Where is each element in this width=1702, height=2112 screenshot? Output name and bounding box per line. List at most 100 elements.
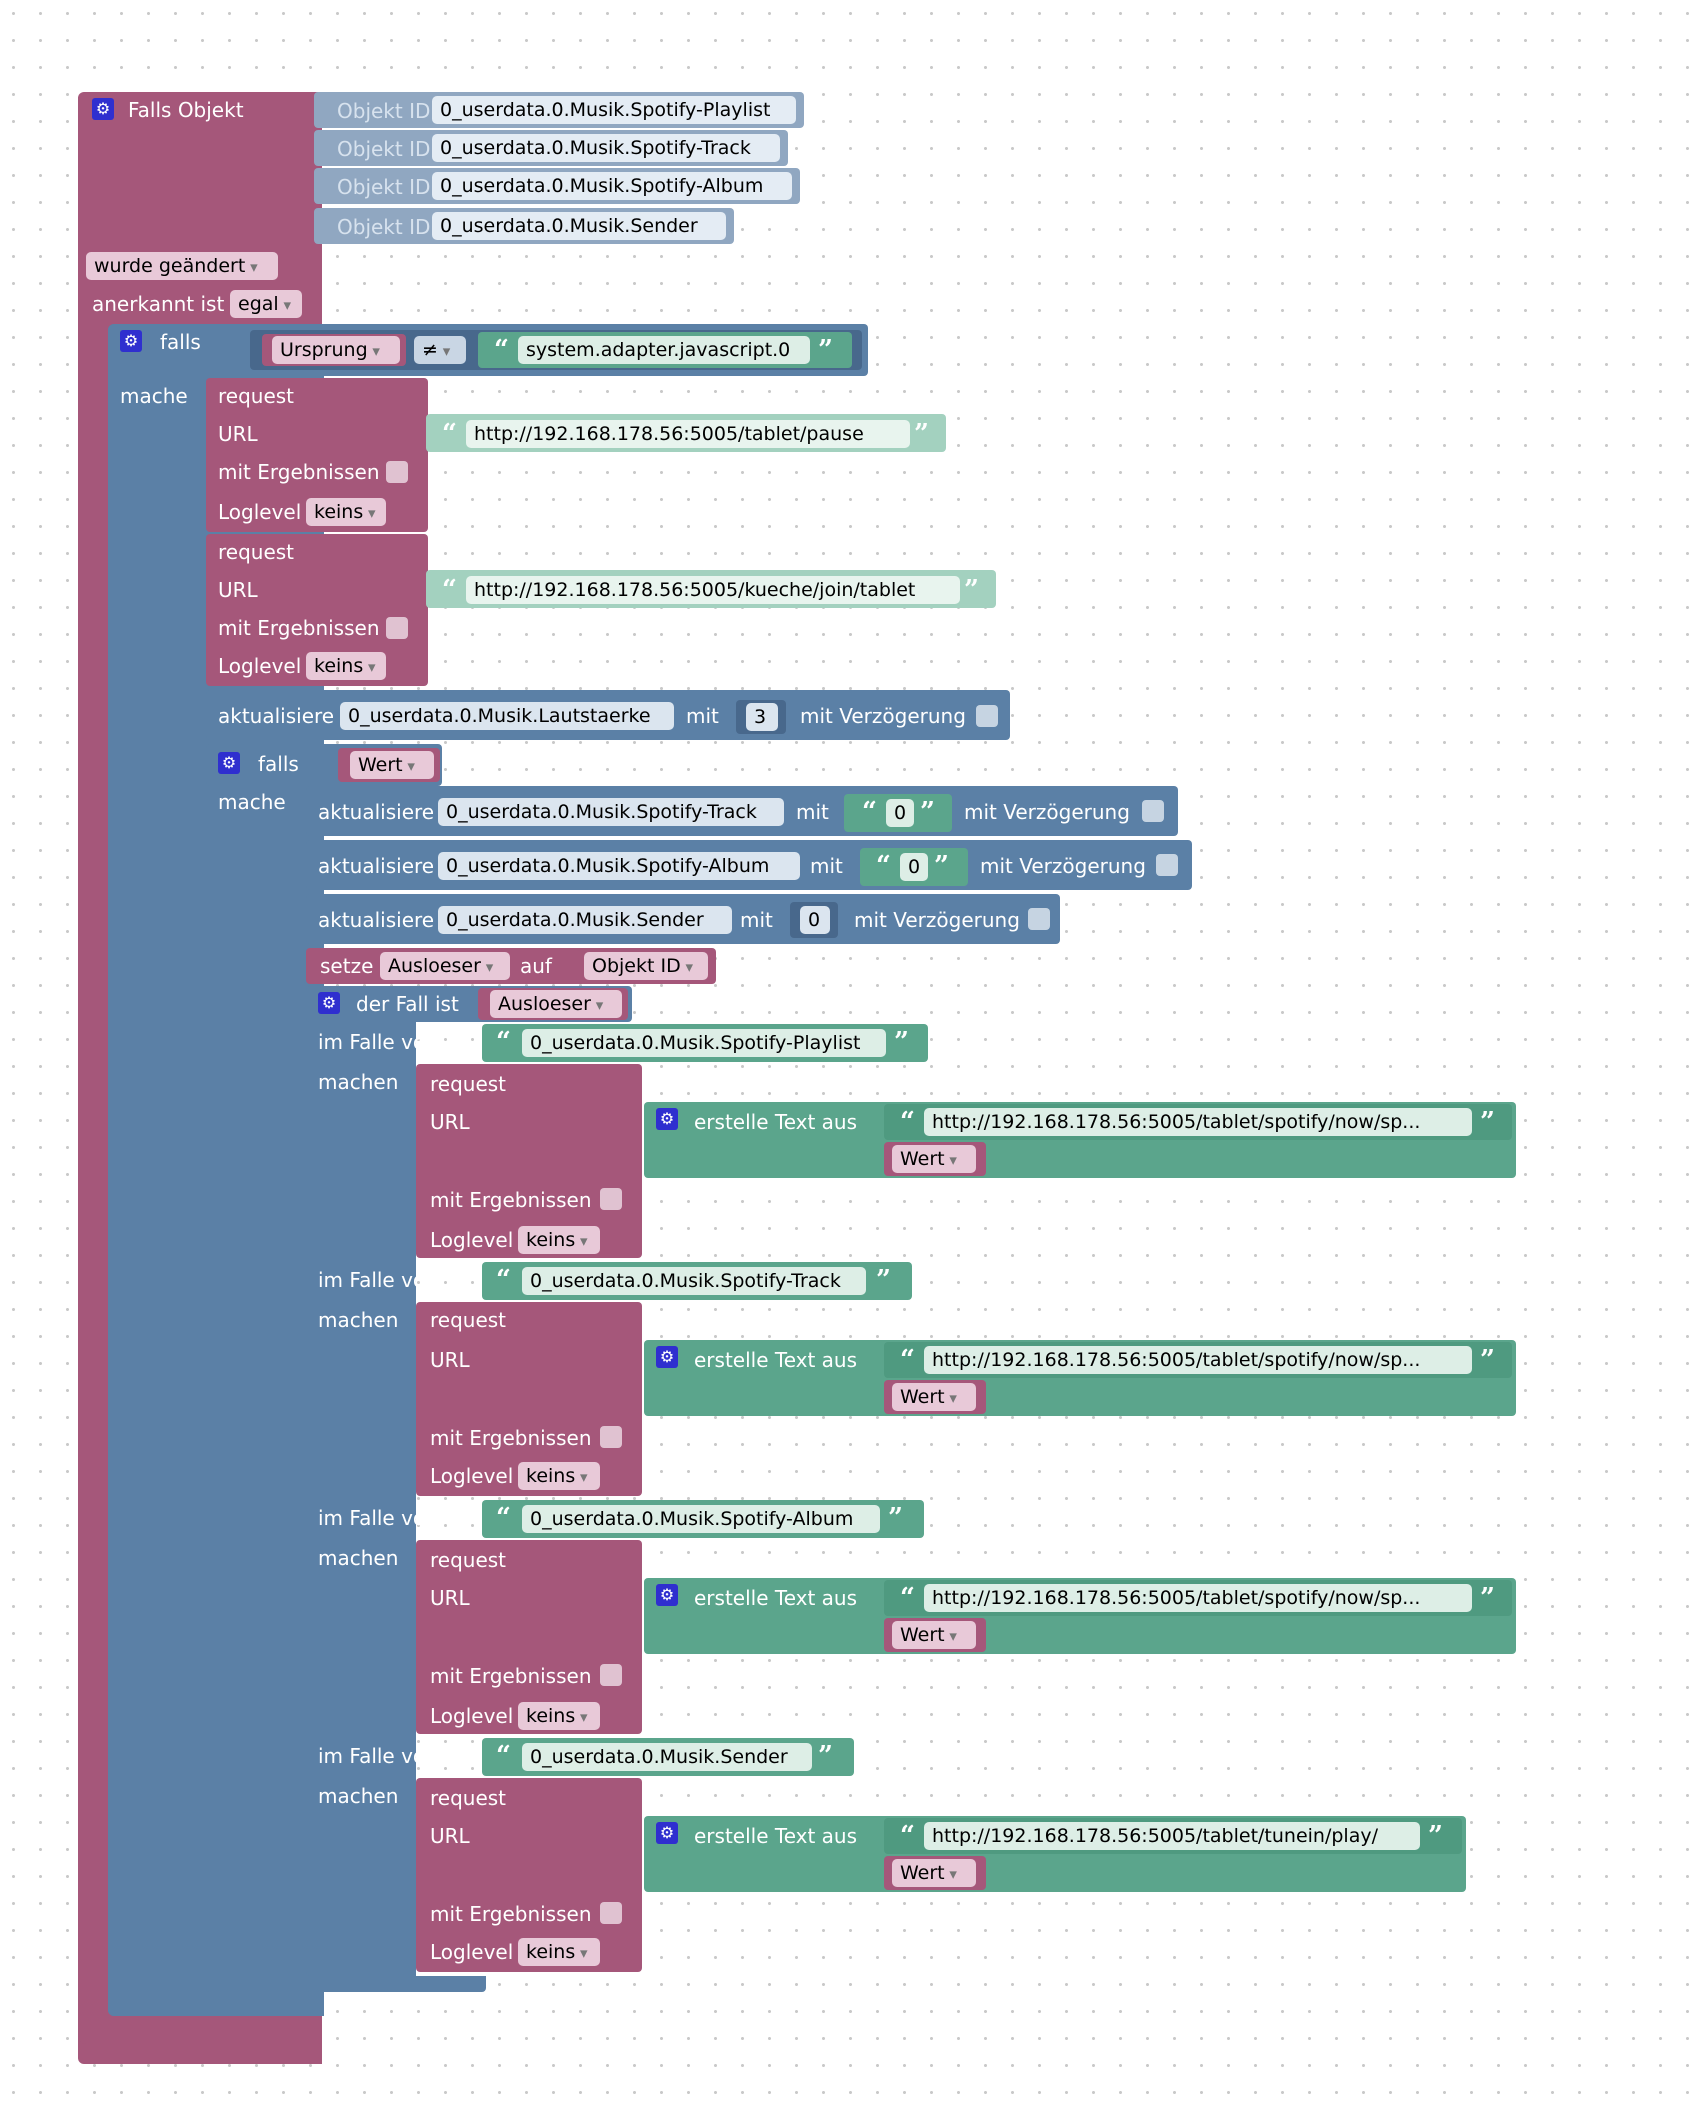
close-quote-icon: ” — [1480, 1345, 1495, 1375]
volume-delay-checkbox[interactable] — [976, 705, 998, 727]
gear-icon[interactable]: ⚙ — [318, 992, 340, 1014]
case-loglevel-label-2: Loglevel — [430, 1464, 514, 1488]
text-var-dropdown-3[interactable]: Wert — [892, 1621, 976, 1649]
value-var-dropdown[interactable]: Wert — [350, 751, 434, 779]
operator-dropdown[interactable]: ≠ — [414, 336, 466, 364]
gear-icon[interactable]: ⚙ — [656, 1584, 678, 1606]
outer-if-do-label: mache — [120, 384, 188, 408]
case-url-label-2: URL — [430, 1348, 470, 1372]
update-delay-checkbox-1[interactable] — [1142, 800, 1164, 822]
text-var-dropdown-1[interactable]: Wert — [892, 1145, 976, 1173]
case-loglevel-dropdown-4[interactable]: keins — [518, 1938, 600, 1966]
url-field-2[interactable]: http://192.168.178.56:5005/kueche/join/t… — [466, 576, 960, 604]
case-do-label-1: machen — [318, 1070, 399, 1094]
object-id-label-1: Objekt ID — [337, 99, 431, 123]
text-url-field-3[interactable]: http://192.168.178.56:5005/tablet/spotif… — [924, 1584, 1472, 1612]
set-var-dropdown[interactable]: Ausloeser — [380, 952, 510, 980]
loglevel-dropdown-1[interactable]: keins — [306, 498, 386, 526]
object-id-label-2: Objekt ID — [337, 137, 431, 161]
update-object-2[interactable]: 0_userdata.0.Musik.Spotify-Album — [438, 852, 800, 880]
object-id-field-4[interactable]: 0_userdata.0.Musik.Sender — [432, 212, 726, 240]
case-loglevel-dropdown-1[interactable]: keins — [518, 1226, 600, 1254]
case-request-label-4: request — [430, 1786, 507, 1810]
close-quote-icon: ” — [876, 1265, 891, 1295]
text-var-dropdown-2[interactable]: Wert — [892, 1383, 976, 1411]
url-field-1[interactable]: http://192.168.178.56:5005/tablet/pause — [466, 420, 910, 448]
case-results-checkbox-3[interactable] — [600, 1664, 622, 1686]
update-delay-label-2: mit Verzögerung — [980, 854, 1146, 878]
ack-dropdown[interactable]: egal — [230, 290, 302, 318]
text-url-field-1[interactable]: http://192.168.178.56:5005/tablet/spotif… — [924, 1108, 1472, 1136]
text-url-field-4[interactable]: http://192.168.178.56:5005/tablet/tunein… — [924, 1822, 1420, 1850]
loglevel-label-2: Loglevel — [218, 654, 302, 678]
gear-icon[interactable]: ⚙ — [656, 1822, 678, 1844]
open-quote-icon: “ — [900, 1821, 915, 1851]
update-object-3[interactable]: 0_userdata.0.Musik.Sender — [438, 906, 732, 934]
update-object-1[interactable]: 0_userdata.0.Musik.Spotify-Track — [438, 798, 784, 826]
text-join-label-2: erstelle Text aus — [694, 1348, 858, 1372]
update-value-1[interactable]: 0 — [886, 799, 914, 827]
case-do-label-2: machen — [318, 1308, 399, 1332]
case-url-label-1: URL — [430, 1110, 470, 1134]
case-results-checkbox-4[interactable] — [600, 1902, 622, 1924]
update-volume-object[interactable]: 0_userdata.0.Musik.Lautstaerke — [340, 702, 674, 730]
update-delay-checkbox-3[interactable] — [1028, 908, 1050, 930]
case-loglevel-label-3: Loglevel — [430, 1704, 514, 1728]
outer-if-footer — [108, 1996, 244, 2016]
close-quote-icon: ” — [934, 851, 949, 881]
case-value-field-1[interactable]: 0_userdata.0.Musik.Spotify-Playlist — [522, 1029, 886, 1057]
update-delay-checkbox-2[interactable] — [1156, 854, 1178, 876]
origin-value-field[interactable]: system.adapter.javascript.0 — [518, 336, 810, 364]
results-checkbox-1[interactable] — [386, 461, 408, 483]
case-value-field-3[interactable]: 0_userdata.0.Musik.Spotify-Album — [522, 1505, 880, 1533]
inner-if-block[interactable] — [206, 744, 302, 1992]
case-results-checkbox-2[interactable] — [600, 1426, 622, 1448]
ack-label: anerkannt ist — [92, 292, 225, 316]
gear-icon[interactable]: ⚙ — [656, 1346, 678, 1368]
loglevel-label-1: Loglevel — [218, 500, 302, 524]
outer-if-label: falls — [160, 330, 201, 354]
case-value-field-4[interactable]: 0_userdata.0.Musik.Sender — [522, 1743, 812, 1771]
case-results-label-2: mit Ergebnissen — [430, 1426, 592, 1450]
object-id-var-dropdown[interactable]: Objekt ID — [584, 952, 708, 980]
trigger-block-footer — [78, 2022, 322, 2044]
switch-block[interactable] — [306, 986, 416, 1976]
results-checkbox-2[interactable] — [386, 617, 408, 639]
text-url-field-2[interactable]: http://192.168.178.56:5005/tablet/spotif… — [924, 1346, 1472, 1374]
loglevel-dropdown-2[interactable]: keins — [306, 652, 386, 680]
close-quote-icon: ” — [1428, 1821, 1443, 1851]
case-loglevel-dropdown-2[interactable]: keins — [518, 1462, 600, 1490]
origin-dropdown[interactable]: Ursprung — [272, 336, 400, 364]
changed-mode-dropdown[interactable]: wurde geändert — [86, 252, 278, 280]
update-label-2: aktualisiere — [318, 854, 435, 878]
case-do-label-3: machen — [318, 1546, 399, 1570]
case-value-field-2[interactable]: 0_userdata.0.Musik.Spotify-Track — [522, 1267, 866, 1295]
close-quote-icon: ” — [888, 1503, 903, 1533]
gear-icon[interactable]: ⚙ — [218, 752, 240, 774]
update-volume-delay-label: mit Verzögerung — [800, 704, 966, 728]
open-quote-icon: “ — [900, 1583, 915, 1613]
case-results-checkbox-1[interactable] — [600, 1188, 622, 1210]
update-with-2: mit — [810, 854, 843, 878]
gear-icon[interactable]: ⚙ — [656, 1108, 678, 1130]
update-with-3: mit — [740, 908, 773, 932]
gear-icon[interactable]: ⚙ — [92, 98, 114, 120]
volume-value-field[interactable]: 3 — [746, 703, 778, 731]
object-id-field-3[interactable]: 0_userdata.0.Musik.Spotify-Album — [432, 172, 792, 200]
text-join-label-1: erstelle Text aus — [694, 1110, 858, 1134]
update-value-2[interactable]: 0 — [900, 853, 928, 881]
object-id-field-2[interactable]: 0_userdata.0.Musik.Spotify-Track — [432, 134, 780, 162]
switch-var-dropdown[interactable]: Ausloeser — [490, 990, 622, 1018]
case-loglevel-dropdown-3[interactable]: keins — [518, 1702, 600, 1730]
open-quote-icon: “ — [442, 575, 457, 605]
case-url-label-4: URL — [430, 1824, 470, 1848]
inner-if-label: falls — [258, 752, 299, 776]
object-id-field-1[interactable]: 0_userdata.0.Musik.Spotify-Playlist — [432, 96, 796, 124]
request-label-2: request — [218, 540, 295, 564]
open-quote-icon: “ — [900, 1345, 915, 1375]
update-value-3[interactable]: 0 — [800, 906, 830, 934]
text-var-dropdown-4[interactable]: Wert — [892, 1859, 976, 1887]
gear-icon[interactable]: ⚙ — [120, 330, 142, 352]
update-with-1: mit — [796, 800, 829, 824]
